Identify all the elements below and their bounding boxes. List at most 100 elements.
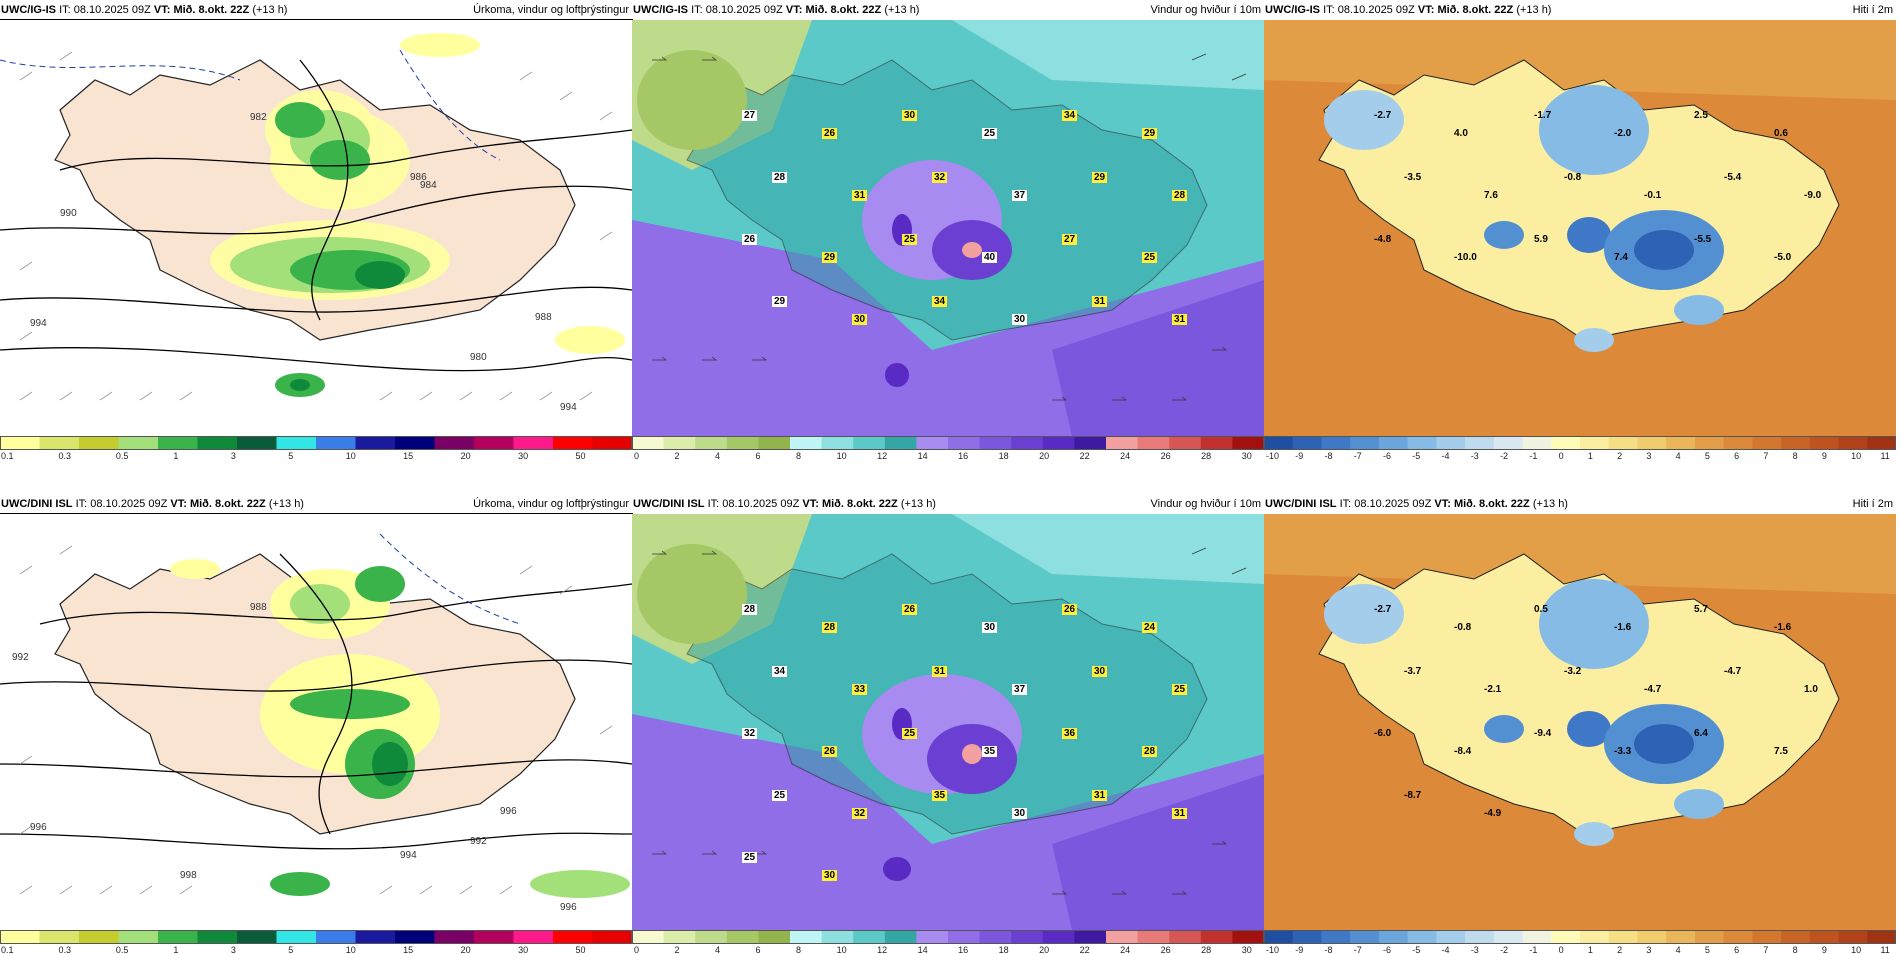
- colorbar-swatch: [1074, 930, 1107, 944]
- colorbar-swatch: [1106, 930, 1139, 944]
- colorbar-tick-label: 0: [1559, 451, 1564, 460]
- colorbar-tick-label: 4: [715, 451, 720, 460]
- temp-value-label: 7.4: [1614, 252, 1628, 263]
- colorbar-swatch: [553, 436, 593, 450]
- gust-value-label: 27: [1062, 234, 1078, 245]
- model-name: UWC/DINI ISL: [1, 498, 73, 510]
- precip-colorbar: 0.1 0.3 0.5 1 3 5 10 15 20 30 50: [0, 436, 632, 460]
- colorbar-tick-label: 16: [958, 451, 968, 460]
- colorbar-swatch: [726, 930, 759, 944]
- colorbar-tick-label: 11: [1880, 451, 1889, 460]
- temp-value-label: 7.5: [1774, 746, 1788, 757]
- colorbar-swatch: [474, 436, 514, 450]
- init-time: 08.10.2025 09Z: [1337, 4, 1415, 16]
- colorbar-swatch: [916, 930, 949, 944]
- panel-header: UWC/IG-IS IT: 08.10.2025 09Z VT: Mið. 8.…: [632, 0, 1264, 20]
- colorbar-swatch: [276, 436, 317, 450]
- temp-value-label: -1.6: [1774, 622, 1792, 633]
- temp-value-label: -9.4: [1534, 728, 1552, 739]
- colorbar-tick-label: -10: [1266, 451, 1279, 460]
- colorbar-swatch: [1465, 436, 1495, 450]
- colorbar-tick-label: 28: [1201, 451, 1211, 460]
- colorbar-swatch: [1378, 436, 1409, 450]
- panel-precip-top: UWC/IG-IS IT: 08.10.2025 09Z VT: Mið. 8.…: [0, 0, 633, 460]
- gust-value-label: 36: [1062, 728, 1078, 739]
- colorbar-swatch: [758, 930, 791, 944]
- colorbar-swatch: [474, 930, 514, 944]
- colorbar-swatch: [355, 436, 396, 450]
- colorbar-swatch: [632, 930, 665, 944]
- colorbar-swatch: [0, 436, 40, 450]
- init-time: 08.10.2025 09Z: [73, 4, 151, 16]
- colorbar-swatch: [395, 436, 435, 450]
- colorbar-swatch: [197, 436, 238, 450]
- gust-value-label: 40: [982, 252, 998, 263]
- colorbar-swatch: [1169, 436, 1202, 450]
- colorbar-swatch: [979, 930, 1012, 944]
- colorbar-swatch: [1264, 436, 1294, 450]
- colorbar-swatch: [1042, 930, 1075, 944]
- colorbar-swatch: [884, 436, 917, 450]
- model-name: UWC/IG-IS: [1, 4, 56, 16]
- isobar-label: 982: [250, 112, 267, 123]
- colorbar-tick-label: 24: [1120, 451, 1130, 460]
- temp-value-label: -9.0: [1804, 190, 1822, 201]
- colorbar-swatch: [1694, 436, 1725, 450]
- colorbar-swatch: [513, 930, 554, 944]
- colorbar-tick-label: 12: [877, 451, 887, 460]
- colorbar-tick-label: 0.3: [58, 451, 71, 460]
- colorbar-swatch: [79, 436, 119, 450]
- gust-value-label: 26: [1062, 604, 1078, 615]
- colorbar-tick-label: 20: [461, 451, 471, 460]
- temp-value-label: -8.7: [1404, 790, 1422, 801]
- colorbar-swatch: [1407, 930, 1437, 944]
- colorbar-swatch: [1694, 930, 1725, 944]
- gust-value-label: 35: [932, 790, 948, 801]
- colorbar-swatch: [853, 436, 886, 450]
- gust-value-label: 27: [742, 110, 758, 121]
- colorbar-swatch: [758, 436, 791, 450]
- colorbar-swatch: [979, 436, 1012, 450]
- colorbar-swatch: [1666, 930, 1696, 944]
- colorbar-tick-label: 4: [1676, 451, 1681, 460]
- colorbar-tick-label: -8: [1325, 451, 1333, 460]
- colorbar-frame: [632, 930, 1264, 944]
- colorbar-swatch: [158, 930, 198, 944]
- panel-wind-bottom: UWC/DINI ISL IT: 08.10.2025 09Z VT: Mið.…: [632, 494, 1264, 954]
- temp-value-label: 0.5: [1534, 604, 1548, 615]
- gust-value-label: 25: [1142, 252, 1158, 263]
- panel-header: UWC/IG-IS IT: 08.10.2025 09Z VT: Mið. 8.…: [1264, 0, 1896, 20]
- colorbar-swatch: [1723, 436, 1753, 450]
- colorbar-swatch: [1321, 436, 1351, 450]
- colorbar-swatch: [1011, 436, 1044, 450]
- gust-value-label: 25: [982, 128, 998, 139]
- colorbar-swatch: [434, 930, 475, 944]
- isobar-label: 996: [560, 902, 577, 913]
- colorbar-swatch: [1378, 930, 1409, 944]
- isobar-label: 994: [400, 850, 417, 861]
- gust-value-label: 28: [742, 604, 758, 615]
- colorbar-swatch: [1752, 436, 1782, 450]
- gust-value-label: 30: [1012, 808, 1028, 819]
- colorbar-frame: [0, 930, 632, 944]
- gust-value-label: 31: [932, 666, 948, 677]
- panel-temp-bottom: UWC/DINI ISL IT: 08.10.2025 09Z VT: Mið.…: [1264, 494, 1896, 954]
- panel-header: UWC/DINI ISL IT: 08.10.2025 09Z VT: Mið.…: [632, 494, 1264, 514]
- colorbar-tick-label: -9: [1295, 451, 1303, 460]
- colorbar-tick-label: 5: [1705, 451, 1710, 460]
- gust-value-label: 31: [852, 190, 868, 201]
- colorbar-swatch: [1666, 436, 1696, 450]
- colorbar-tick-label: -2: [1500, 451, 1508, 460]
- colorbar-tick-label: 10: [1851, 451, 1861, 460]
- colorbar-swatch: [663, 930, 696, 944]
- colorbar-swatch: [237, 436, 277, 450]
- temp-value-label: -1.6: [1614, 622, 1632, 633]
- colorbar-tick-label: 3: [1646, 451, 1651, 460]
- colorbar-tick-label: 14: [918, 451, 928, 460]
- temp-labels: -2.7 -0.8 0.5 -1.6 5.7 -1.6 -3.7 -2.1 -3.2 -4.7 -4…: [1264, 514, 1896, 930]
- gust-value-label: 33: [852, 684, 868, 695]
- colorbar-swatch: [1264, 930, 1294, 944]
- gust-value-label: 26: [822, 128, 838, 139]
- colorbar-swatch: [197, 930, 238, 944]
- colorbar-swatch: [237, 930, 277, 944]
